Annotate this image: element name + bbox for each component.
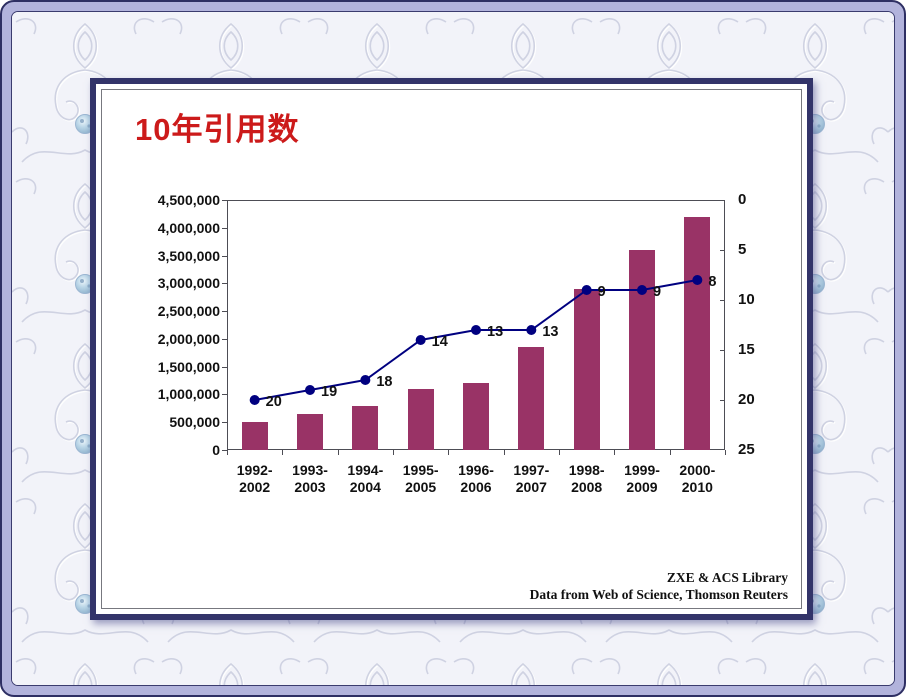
x-axis-tick-mark	[614, 450, 616, 455]
right-axis-tick-mark	[720, 350, 725, 351]
x-axis-tick-mark	[559, 450, 560, 455]
x-axis-tick-mark	[725, 450, 726, 455]
left-axis-tick-label: 3,500,000	[157, 247, 220, 264]
line-point-label: 13	[487, 324, 503, 340]
line-point-label: 14	[432, 334, 448, 350]
line-point-label: 13	[542, 324, 558, 340]
left-axis-tick-label: 0	[212, 442, 220, 458]
left-axis-tick-label: 3,000,000	[157, 275, 220, 292]
left-axis-tick-mark	[222, 366, 227, 368]
right-axis-tick-mark	[720, 300, 725, 301]
right-axis-tick-mark	[720, 400, 725, 401]
x-axis-tick-mark	[503, 450, 505, 455]
right-axis-tick-label: 10	[738, 291, 755, 308]
left-axis-tick-label: 1,500,000	[157, 358, 220, 375]
line-point-label: 8	[708, 274, 716, 290]
line-point-label: 18	[376, 374, 392, 390]
line-point-label: 20	[266, 394, 282, 410]
x-axis-tick-mark	[393, 450, 394, 455]
x-axis-category-label: 1993- 2003	[292, 462, 328, 495]
slide-inner-border: 10年引用数 4,500,000 4,000,000 3,500,000 3,000,…	[101, 89, 802, 609]
line-series-layer: 20 19 18 14 13 13 9 9 8	[249, 274, 716, 410]
right-axis-tick-label: 5	[738, 241, 747, 258]
line-marker	[526, 325, 537, 335]
line-point-label: 9	[598, 284, 606, 300]
line-marker	[249, 395, 260, 405]
x-axis-tick-mark	[227, 450, 228, 455]
left-axis-tick-label: 4,000,000	[157, 219, 220, 236]
x-axis-category-label: 1995- 2005	[402, 462, 439, 495]
left-axis-tick-label: 4,500,000	[157, 192, 220, 208]
x-axis-category-label: 2000- 2010	[679, 462, 716, 495]
bar	[463, 383, 489, 450]
right-axis-tick-label: 15	[738, 341, 755, 358]
x-axis-category-label: 1998- 2008	[568, 462, 605, 495]
left-axis-tick-label: 2,500,000	[157, 303, 220, 320]
line-point-label: 19	[321, 384, 337, 400]
line-marker	[692, 275, 703, 285]
left-axis-tick-mark	[222, 422, 227, 424]
x-axis-category-label: 1992- 2002	[236, 462, 273, 495]
right-axis-tick-mark	[720, 250, 725, 251]
line-marker	[471, 325, 481, 335]
bar	[518, 347, 545, 450]
bar	[297, 413, 323, 450]
left-axis-tick-mark	[222, 338, 227, 340]
left-axis-tick-mark	[222, 311, 227, 313]
left-axis-tick-label: 2,000,000	[157, 330, 220, 347]
left-axis-tick-label: 500,000	[169, 414, 220, 431]
credits-line-1: ZXE & ACS Library	[666, 570, 788, 585]
line-marker	[360, 375, 371, 385]
bar	[352, 405, 379, 450]
citation-chart: 4,500,000 4,000,000 3,500,000 3,000,000 2,50…	[102, 90, 801, 608]
right-axis-tick-label: 0	[738, 191, 747, 208]
x-axis-tick-mark	[282, 450, 284, 455]
left-axis-tick-mark	[222, 283, 227, 285]
bar	[241, 422, 268, 450]
line-marker	[415, 335, 426, 345]
bar	[573, 288, 600, 450]
bar	[629, 250, 655, 450]
left-axis-tick-mark	[222, 450, 227, 451]
bar	[407, 388, 434, 450]
right-axis-tick-label: 20	[738, 391, 755, 408]
credits: ZXE & ACS Library Data from Web of Scien…	[530, 569, 788, 603]
x-axis-tick-mark	[337, 450, 339, 455]
x-axis-category-label: 1997- 2007	[513, 462, 550, 495]
left-axis-tick-label: 1,000,000	[157, 386, 220, 403]
right-axis-tick-label: 25	[738, 441, 755, 458]
x-axis-tick-mark	[669, 450, 671, 455]
x-axis-category-label: 1999- 2009	[624, 462, 660, 495]
slide-title: 10年引用数	[135, 112, 300, 147]
left-axis-tick-mark	[222, 394, 227, 396]
x-axis-category-label: 1994- 2004	[347, 462, 384, 495]
left-axis-tick-mark	[222, 255, 227, 257]
line-marker	[305, 385, 315, 395]
left-axis-tick-mark	[222, 227, 227, 229]
line-marker	[637, 285, 647, 295]
left-axis-tick-mark	[222, 200, 227, 201]
credits-line-2: Data from Web of Science, Thomson Reuter…	[529, 587, 788, 602]
line-series-path	[254, 279, 698, 401]
x-axis-category-label: 1996- 2006	[458, 462, 494, 495]
slide: 10年引用数 4,500,000 4,000,000 3,500,000 3,000,…	[90, 78, 813, 620]
x-axis-tick-mark	[448, 450, 450, 455]
line-marker	[581, 285, 592, 295]
line-point-label: 9	[653, 284, 661, 300]
bar	[684, 216, 711, 450]
